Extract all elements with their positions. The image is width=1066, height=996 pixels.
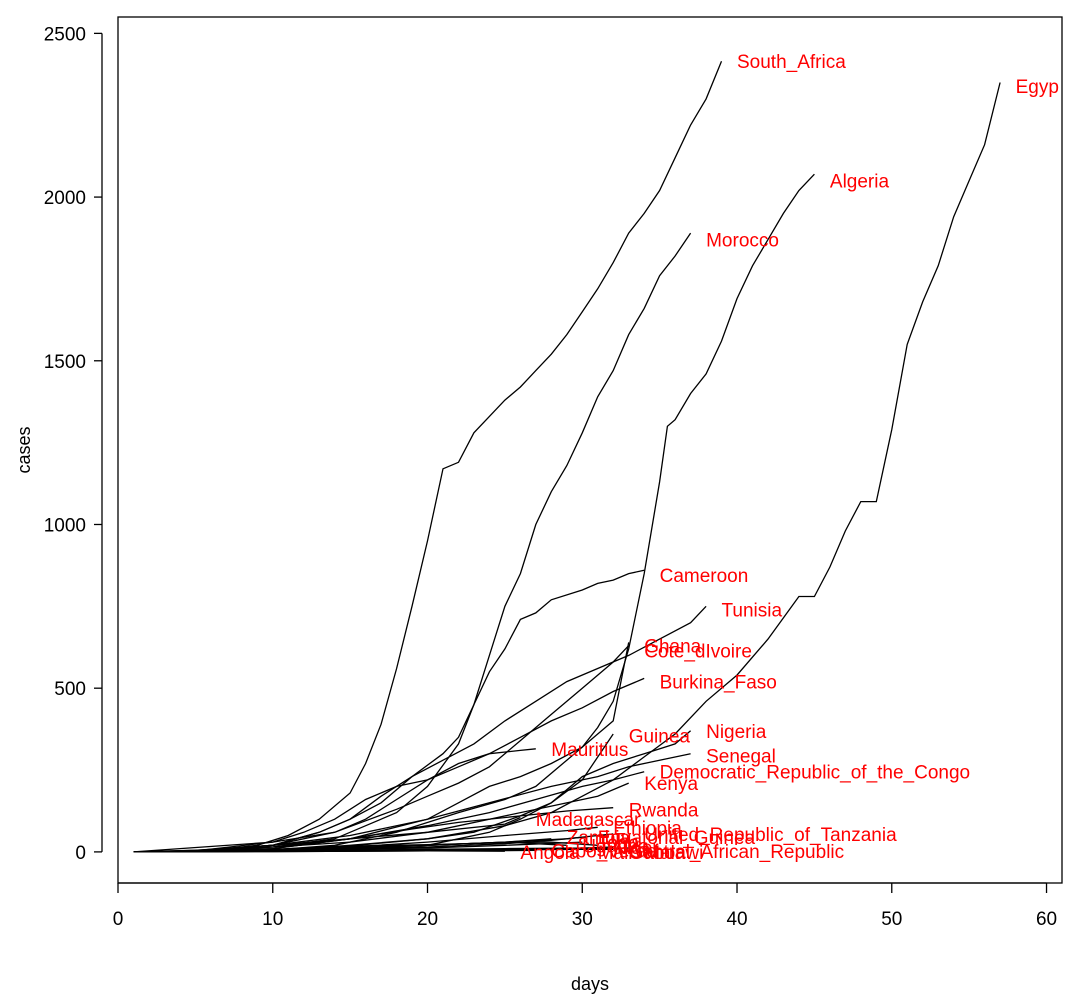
series-label-gabon: Gabon	[629, 843, 686, 864]
series-line-morocco	[133, 232, 692, 853]
series-label-kenya: Kenya	[644, 774, 698, 795]
series-line-algeria	[133, 173, 815, 853]
y-tick-label: 0	[75, 843, 86, 864]
y-tick-label: 500	[54, 679, 86, 700]
y-tick-label: 2000	[44, 188, 86, 209]
series-label-morocco: Morocco	[706, 231, 779, 252]
series-label-madagascar: Madagascar	[536, 810, 641, 831]
y-axis-title: cases	[14, 426, 34, 473]
x-tick-label: 40	[726, 909, 747, 930]
series-label-uganda: Uganda	[582, 836, 649, 857]
series-label-nigeria: Nigeria	[706, 722, 767, 743]
series-label-democratic-republic-of-the-congo: Democratic_Republic_of_the_Congo	[660, 763, 971, 784]
series-label-mauritius: Mauritius	[551, 740, 628, 761]
series-label-ethiopia: Ethiopia	[613, 818, 682, 839]
series-label-angola: Angola	[520, 843, 580, 864]
x-axis: 0 10 20 30 40 50 60	[113, 882, 1057, 930]
series-label-ghana: Ghana	[644, 637, 701, 658]
series-label-united-republic-of-tanzania: United_Republic_of_Tanzania	[644, 825, 897, 846]
x-tick-label: 20	[417, 909, 438, 930]
y-tick-label: 1000	[44, 515, 86, 536]
x-tick-label: 0	[113, 909, 124, 930]
series-label-cameroon: Cameroon	[660, 566, 749, 587]
series-label-togo: Togo	[598, 833, 639, 854]
series-label-niger: Niger	[613, 838, 659, 859]
series-label-equatorial-guinea: Equatorial_Guinea	[598, 828, 756, 849]
series-label-mali: Mali	[598, 843, 633, 864]
series-label-senegal: Senegal	[706, 746, 776, 767]
x-tick-label: 50	[881, 909, 902, 930]
series-label-burkina-faso: Burkina_Faso	[660, 673, 777, 694]
series-line-mauritius	[133, 748, 536, 853]
y-axis: 0 500 1000 1500 2000 2500	[44, 24, 103, 864]
series-line-egyp	[133, 82, 1001, 853]
series-label-cote-divoire: Cote_dIvoire	[644, 642, 752, 663]
y-tick-label: 2500	[44, 24, 86, 45]
series-label-south-africa: South_Africa	[737, 52, 846, 73]
series-label-egyp: Egyp	[1016, 77, 1059, 98]
x-tick-label: 60	[1036, 909, 1057, 930]
series-label-tunisia: Tunisia	[722, 601, 783, 622]
series-line-malawi	[133, 847, 629, 853]
y-tick-label: 1500	[44, 352, 86, 373]
x-tick-label: 10	[262, 909, 283, 930]
series-line-south-africa	[133, 60, 723, 853]
x-tick-label: 30	[572, 909, 593, 930]
series-label-cabo-verde: Cabo_Verde	[551, 841, 657, 862]
series-label-zambia: Zambia	[567, 828, 631, 849]
series-label-malawi: Malawi	[644, 843, 703, 864]
x-axis-title: days	[571, 974, 609, 994]
series-label-rwanda: Rwanda	[629, 800, 699, 821]
series-label-guinea: Guinea	[629, 727, 691, 748]
series-lines	[133, 60, 1001, 853]
series-label-algeria: Algeria	[830, 172, 890, 193]
series-labels: South_Africa Egyp Algeria Morocco Cameroon Tu…	[520, 52, 1059, 864]
series-label-central-african-republic: Central_African_Republic	[629, 842, 844, 863]
